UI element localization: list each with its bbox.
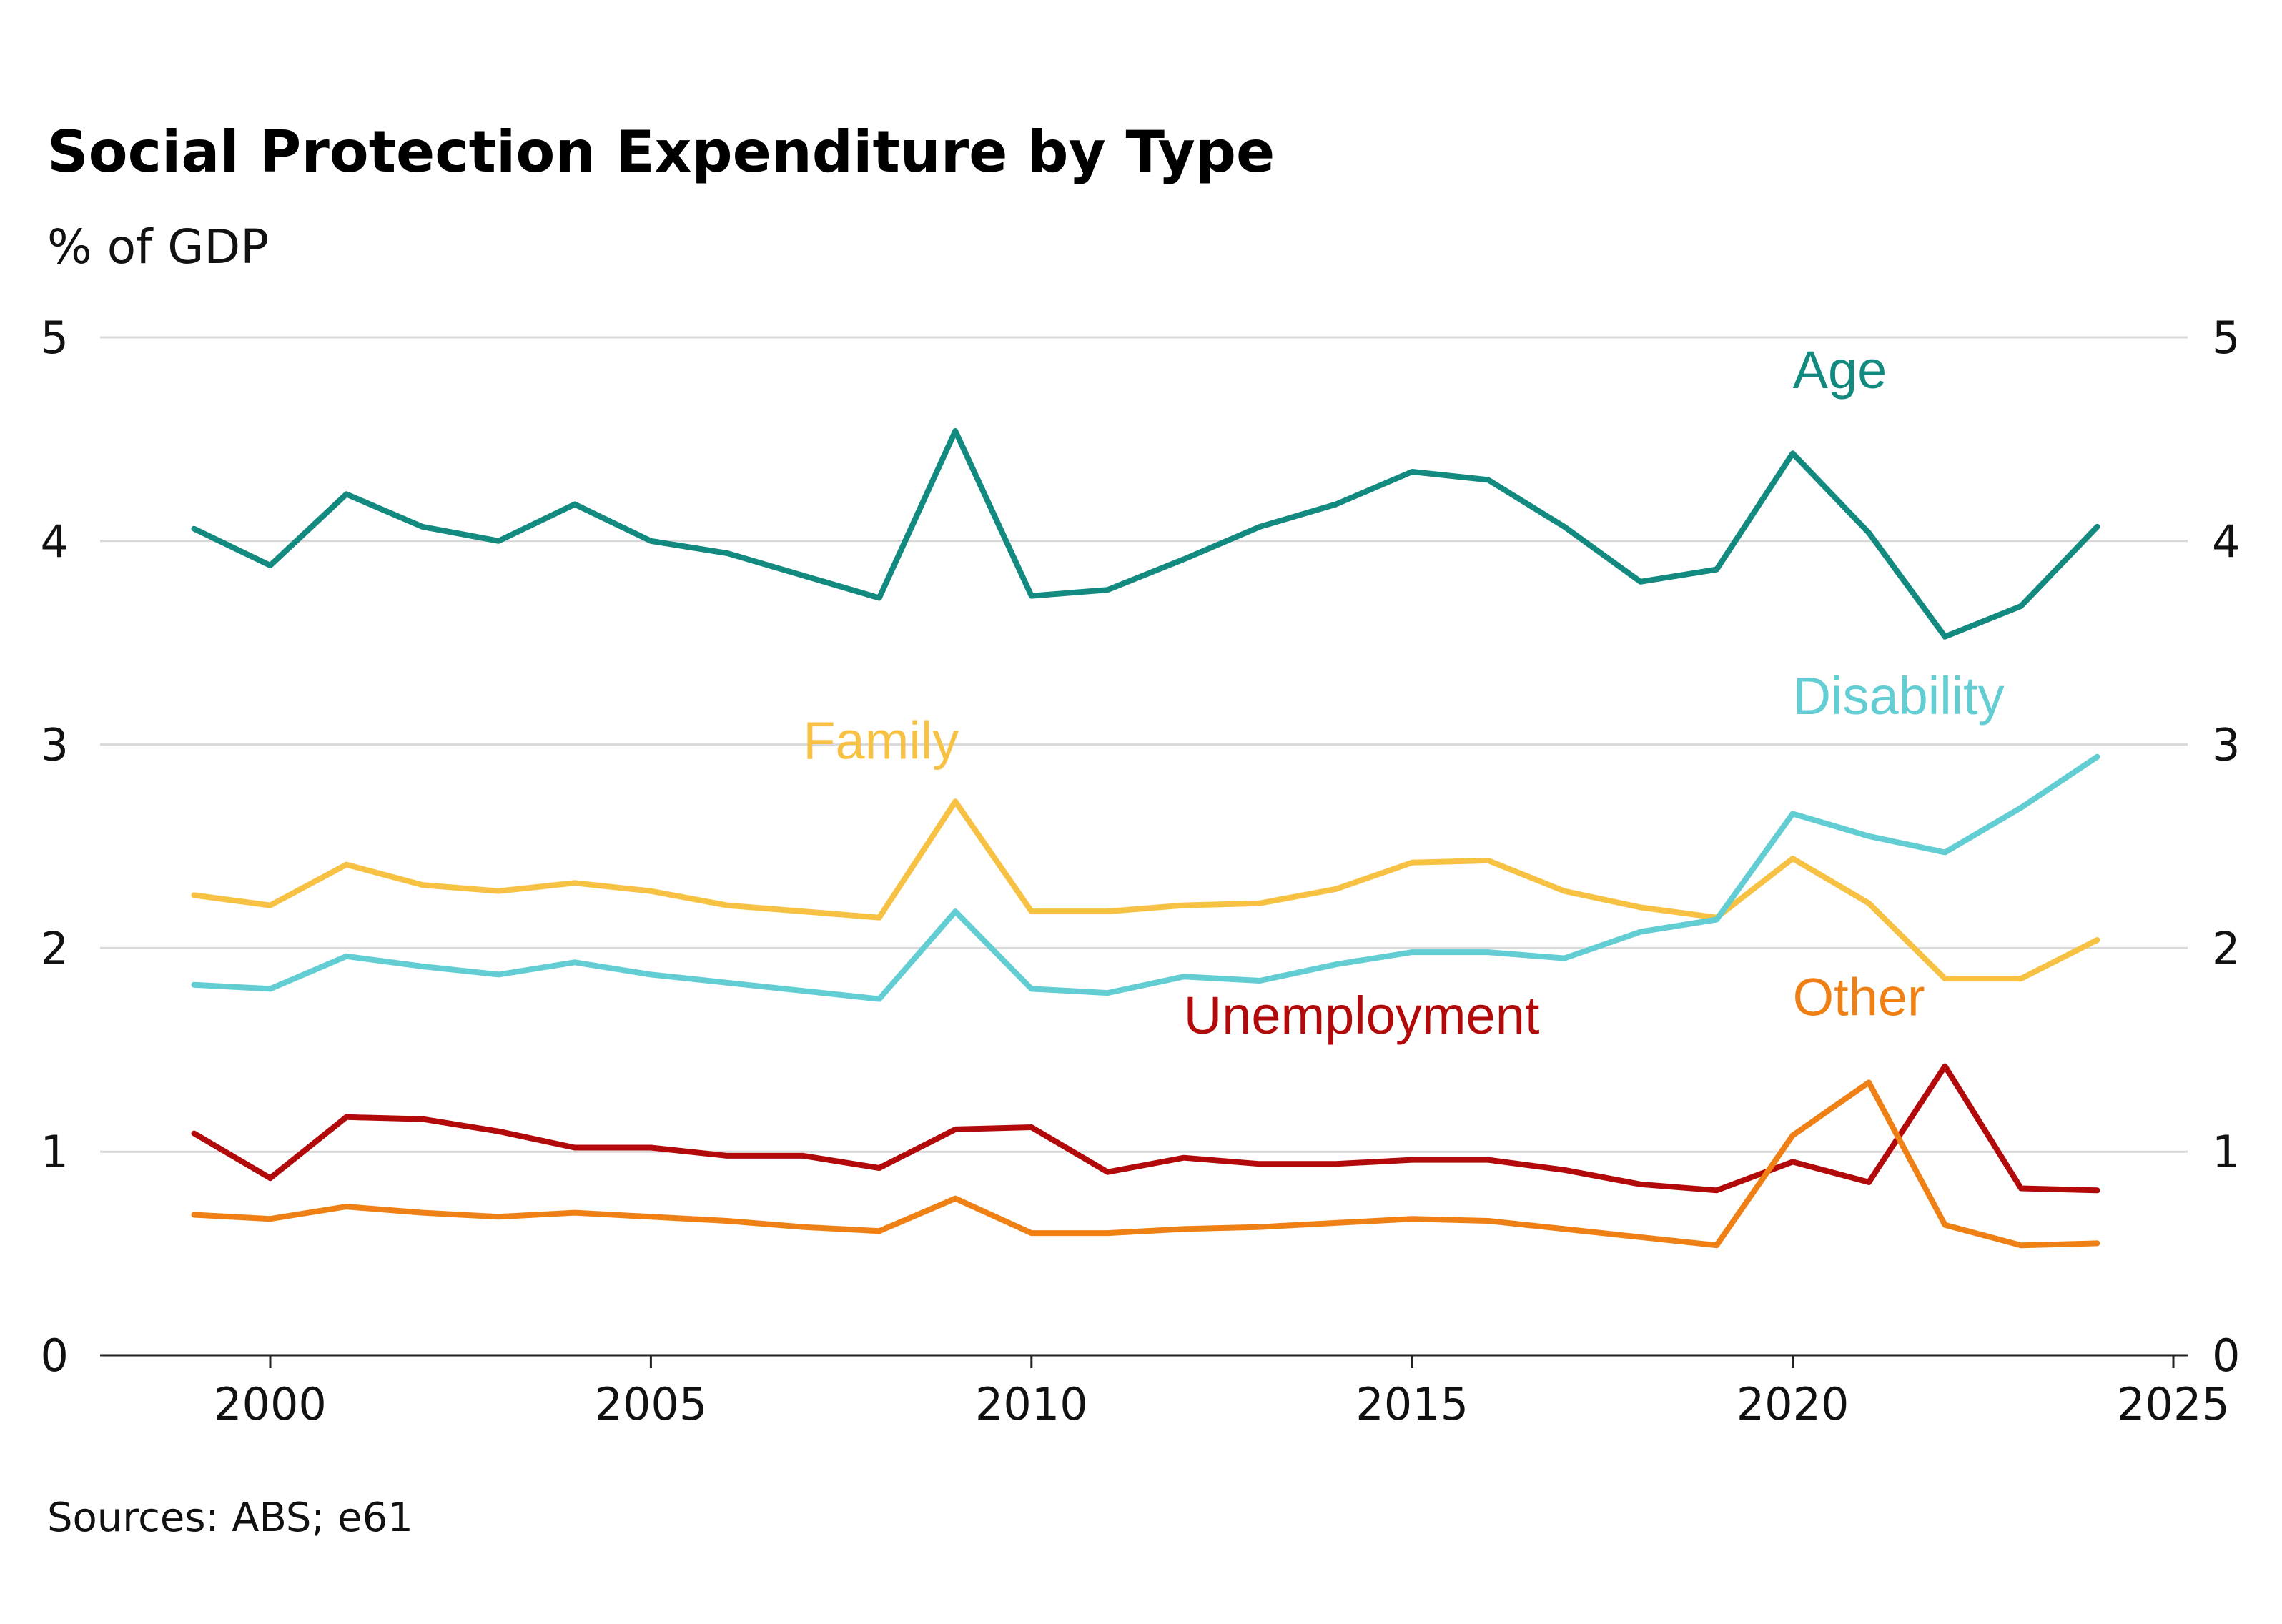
x-tick-label: 2020 [1737,1378,1849,1430]
series-label-family: Family [803,711,959,771]
series-label-age: Age [1793,340,1887,400]
y-tick-label-left: 2 [41,922,69,974]
y-tick-label-left: 5 [41,312,69,364]
series-label-disability: Disability [1793,666,2005,726]
x-axis: 2000 2005 2010 2015 2020 2025 [100,1354,2230,1430]
x-tick-label: 2005 [595,1378,708,1430]
y-tick-label-right: 5 [2212,312,2240,364]
y-axis-left: 0 1 2 3 4 5 [41,312,69,1382]
y-tick-label-right: 4 [2212,515,2240,568]
y-tick-label-right: 1 [2212,1126,2240,1178]
x-tick-label: 2000 [214,1378,327,1430]
series-label-unemployment: Unemployment [1184,986,1540,1045]
series-lines [191,428,2100,1249]
y-tick-label-left: 1 [41,1126,69,1178]
series-label-other: Other [1793,967,1925,1026]
series-line-age [191,428,2100,640]
y-tick-label-left: 3 [41,719,69,771]
series-labels: Age Family Disability Unemployment Other [803,340,2004,1045]
y-tick-label-right: 3 [2212,719,2240,771]
y-tick-label-left: 4 [41,515,69,568]
y-tick-label-left: 0 [41,1330,69,1382]
chart-subtitle: % of GDP [47,219,269,274]
source-note: Sources: ABS; e61 [47,1495,413,1541]
y-tick-label-right: 2 [2212,922,2240,974]
series-line-unemployment [191,1063,2100,1194]
y-axis-right: 0 1 2 3 4 5 [2212,312,2240,1382]
x-tick-label: 2025 [2117,1378,2230,1430]
x-tick-label: 2015 [1355,1378,1468,1430]
series-line-family [191,798,2100,982]
series-line-disability [191,753,2100,1002]
y-tick-label-right: 0 [2212,1330,2240,1382]
series-line-other [191,1079,2100,1249]
x-tick-label: 2010 [975,1378,1088,1430]
chart-title: Social Protection Expenditure by Type [47,119,1275,185]
grid-lines [100,336,2188,1153]
